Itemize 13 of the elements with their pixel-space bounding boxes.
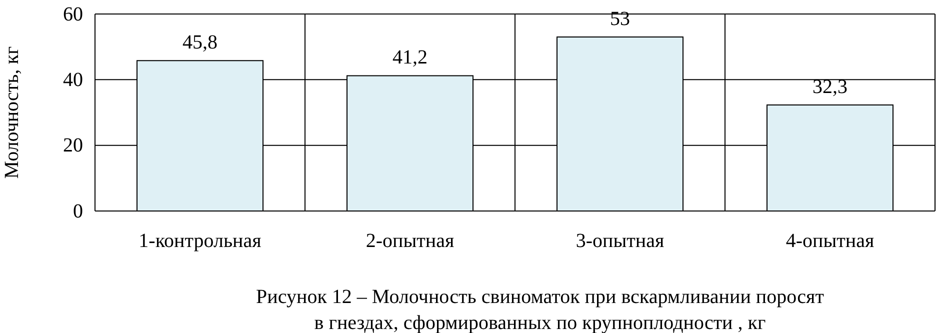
x-tick-label: 3-опытная [576,230,664,252]
y-tick-label: 40 [63,69,83,92]
x-tick-label: 1-контрольная [138,230,262,252]
data-label: 45,8 [182,32,218,54]
y-tick-label: 20 [63,134,83,157]
y-axis-title: Молочность, кг [1,46,23,179]
x-tick-label: 2-опытная [366,230,454,252]
data-label: 41,2 [392,46,428,69]
text: Рисунок 12 – Молочность свиноматок при вскармливании поросят в гнездах, сформированных по крупноплодности , кг [256,286,824,333]
y-tick-label: 0 [73,200,83,222]
data-label: 32,3 [812,76,848,98]
y-tick-label: 60 [63,3,83,26]
x-tick-label: 4-опытная [786,230,874,252]
